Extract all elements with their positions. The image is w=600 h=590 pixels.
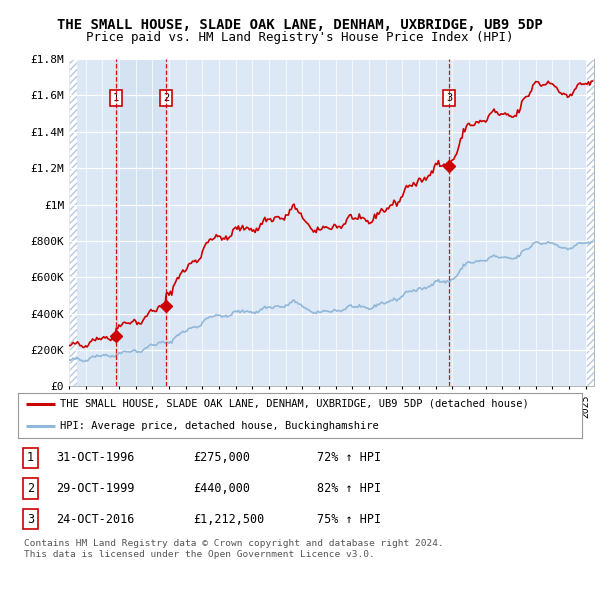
Bar: [116, 59, 166, 386]
Text: Contains HM Land Registry data © Crown copyright and database right 2024.
This d: Contains HM Land Registry data © Crown c…: [24, 539, 444, 559]
Text: HPI: Average price, detached house, Buckinghamshire: HPI: Average price, detached house, Buck…: [60, 421, 379, 431]
Bar: [69, 59, 77, 386]
Text: 1: 1: [113, 93, 119, 103]
Text: 75% ↑ HPI: 75% ↑ HPI: [317, 513, 381, 526]
Text: 2: 2: [27, 482, 34, 495]
Text: Price paid vs. HM Land Registry's House Price Index (HPI): Price paid vs. HM Land Registry's House …: [86, 31, 514, 44]
Text: 24-OCT-2016: 24-OCT-2016: [56, 513, 135, 526]
Text: £275,000: £275,000: [193, 451, 250, 464]
Text: £440,000: £440,000: [193, 482, 250, 495]
Text: THE SMALL HOUSE, SLADE OAK LANE, DENHAM, UXBRIDGE, UB9 5DP (detached house): THE SMALL HOUSE, SLADE OAK LANE, DENHAM,…: [60, 399, 529, 409]
Text: 29-OCT-1999: 29-OCT-1999: [56, 482, 135, 495]
Text: 31-OCT-1996: 31-OCT-1996: [56, 451, 135, 464]
Text: 2: 2: [163, 93, 169, 103]
Bar: [586, 59, 594, 386]
Text: 3: 3: [27, 513, 34, 526]
Text: £1,212,500: £1,212,500: [193, 513, 264, 526]
Text: 1: 1: [27, 451, 34, 464]
Text: 82% ↑ HPI: 82% ↑ HPI: [317, 482, 381, 495]
Text: THE SMALL HOUSE, SLADE OAK LANE, DENHAM, UXBRIDGE, UB9 5DP: THE SMALL HOUSE, SLADE OAK LANE, DENHAM,…: [57, 18, 543, 32]
Text: 72% ↑ HPI: 72% ↑ HPI: [317, 451, 381, 464]
Text: 3: 3: [446, 93, 452, 103]
